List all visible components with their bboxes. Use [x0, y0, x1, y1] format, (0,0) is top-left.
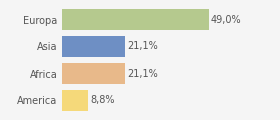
Text: 21,1%: 21,1% [127, 69, 158, 78]
Text: 49,0%: 49,0% [211, 15, 242, 24]
Text: 21,1%: 21,1% [127, 42, 158, 51]
Bar [62, 9, 209, 30]
Bar [62, 90, 88, 111]
Bar [62, 63, 125, 84]
Text: 8,8%: 8,8% [90, 96, 115, 105]
Bar [62, 36, 125, 57]
